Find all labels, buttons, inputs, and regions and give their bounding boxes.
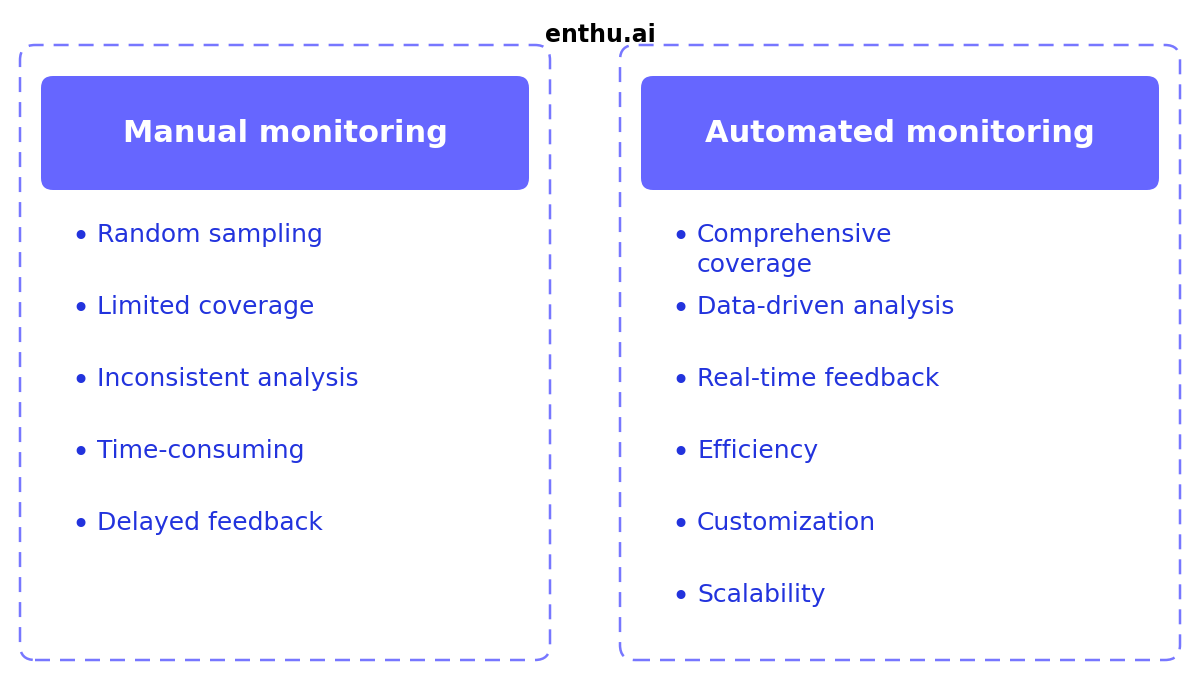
Text: Customization: Customization (697, 511, 876, 535)
Text: •: • (71, 295, 89, 324)
Text: enthu.ai: enthu.ai (545, 23, 655, 47)
Text: Automated monitoring: Automated monitoring (706, 118, 1094, 148)
Text: Random sampling: Random sampling (97, 223, 323, 247)
FancyBboxPatch shape (641, 76, 1159, 190)
Text: Real-time feedback: Real-time feedback (697, 367, 940, 391)
Text: Time-consuming: Time-consuming (97, 439, 305, 463)
Text: •: • (671, 295, 689, 324)
FancyBboxPatch shape (620, 45, 1180, 660)
Text: •: • (71, 511, 89, 540)
Text: Scalability: Scalability (697, 583, 826, 607)
Text: Delayed feedback: Delayed feedback (97, 511, 323, 535)
Text: •: • (671, 583, 689, 612)
Text: •: • (671, 511, 689, 540)
Text: •: • (671, 439, 689, 468)
Text: •: • (671, 223, 689, 252)
Text: •: • (71, 439, 89, 468)
Text: Efficiency: Efficiency (697, 439, 818, 463)
Text: Inconsistent analysis: Inconsistent analysis (97, 367, 359, 391)
FancyBboxPatch shape (20, 45, 550, 660)
FancyBboxPatch shape (41, 76, 529, 190)
Text: Limited coverage: Limited coverage (97, 295, 314, 319)
Text: Data-driven analysis: Data-driven analysis (697, 295, 954, 319)
Text: Manual monitoring: Manual monitoring (122, 118, 448, 148)
Text: •: • (71, 367, 89, 396)
Text: •: • (671, 367, 689, 396)
Text: •: • (71, 223, 89, 252)
Text: Comprehensive
coverage: Comprehensive coverage (697, 223, 893, 276)
